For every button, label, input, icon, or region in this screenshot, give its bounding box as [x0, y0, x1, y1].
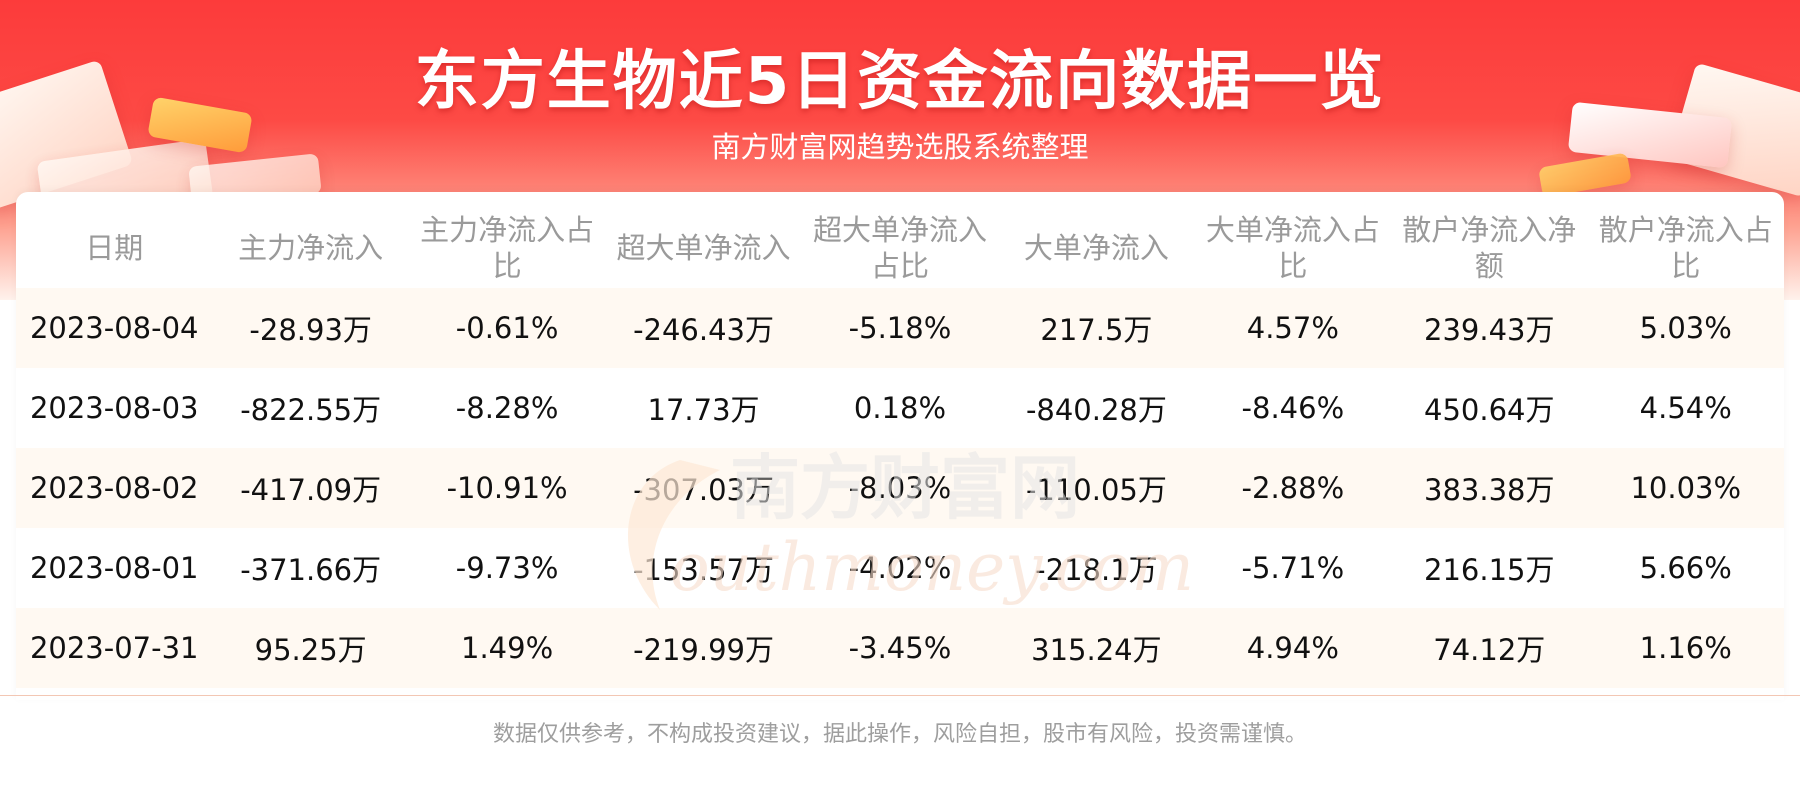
date-cell: 2023-08-02 — [29, 471, 199, 505]
value-cell: -2.88% — [1241, 471, 1345, 505]
column-header: 主力净流入 — [238, 231, 384, 265]
table-header-row: 日期 主力净流入 主力净流入占比 超大单净流入 超大单净流入占比 大单净流入 大单净流入占比… — [16, 208, 1784, 288]
column-header: 超大单净流入占比 — [812, 213, 987, 283]
value-cell: -371.66万 — [240, 553, 382, 587]
value-cell: 4.94% — [1246, 631, 1339, 665]
fund-flow-table: 日期 主力净流入 主力净流入占比 超大单净流入 超大单净流入占比 大单净流入 大单净流入占比… — [16, 208, 1784, 688]
value-cell: -8.03% — [848, 471, 952, 505]
table-row: 2023-08-04 -28.93万 -0.61% -246.43万 -5.18% 217… — [16, 288, 1784, 368]
table-row: 2023-07-31 95.25万 1.49% -219.99万 -3.45% 315.2… — [16, 608, 1784, 688]
value-cell: 315.24万 — [1031, 633, 1162, 667]
value-cell: 17.73万 — [647, 393, 760, 427]
value-cell: 1.16% — [1639, 631, 1732, 665]
footer-disclaimer: 数据仅供参考，不构成投资建议，据此操作，风险自担，股市有风险，投资需谨慎。 — [492, 722, 1307, 747]
value-cell: -840.28万 — [1025, 393, 1167, 427]
table-row: 2023-08-01 -371.66万 -9.73% -153.57万 -4.02% -2… — [16, 528, 1784, 608]
value-cell: 5.03% — [1639, 311, 1732, 345]
value-cell: -822.55万 — [240, 393, 382, 427]
value-cell: -417.09万 — [240, 473, 382, 507]
value-cell: -218.1万 — [1035, 553, 1158, 587]
page-title: 东方生物近5日资金流向数据一览 — [414, 45, 1386, 119]
value-cell: 5.66% — [1639, 551, 1732, 585]
value-cell: -10.91% — [446, 471, 568, 505]
value-cell: 217.5万 — [1040, 313, 1153, 347]
footer-divider — [0, 695, 1800, 696]
page-subtitle: 南方财富网趋势选股系统整理 — [711, 130, 1089, 164]
value-cell: -219.99万 — [633, 633, 774, 667]
value-cell: 95.25万 — [254, 633, 367, 667]
value-cell: -28.93万 — [249, 313, 372, 347]
value-cell: 1.49% — [461, 631, 554, 665]
column-header: 日期 — [85, 231, 144, 265]
value-cell: 74.12万 — [1433, 633, 1546, 667]
column-header: 大单净流入占比 — [1205, 213, 1380, 283]
value-cell: -4.02% — [848, 551, 952, 585]
value-cell: 383.38万 — [1424, 473, 1555, 507]
table-row: 2023-08-03 -822.55万 -8.28% 17.73万 0.18% -840.… — [16, 368, 1784, 448]
value-cell: 10.03% — [1630, 471, 1742, 505]
value-cell: -153.57万 — [633, 553, 774, 587]
column-header: 大单净流入 — [1023, 231, 1169, 265]
value-cell: -5.18% — [848, 311, 952, 345]
date-cell: 2023-08-01 — [29, 551, 199, 585]
value-cell: -307.03万 — [633, 473, 774, 507]
value-cell: -3.45% — [848, 631, 952, 665]
value-cell: 450.64万 — [1424, 393, 1555, 427]
value-cell: 0.18% — [853, 391, 947, 425]
value-cell: -8.46% — [1241, 391, 1345, 425]
value-cell: 239.43万 — [1424, 313, 1555, 347]
value-cell: -5.71% — [1241, 551, 1345, 585]
date-cell: 2023-08-03 — [29, 391, 199, 425]
table-body: 2023-08-04 -28.93万 -0.61% -246.43万 -5.18% 217… — [16, 288, 1784, 688]
value-cell: 216.15万 — [1424, 553, 1555, 587]
date-cell: 2023-07-31 — [29, 631, 199, 665]
value-cell: -0.61% — [455, 311, 559, 345]
date-cell: 2023-08-04 — [29, 311, 199, 345]
value-cell: 4.57% — [1246, 311, 1339, 345]
value-cell: -110.05万 — [1025, 473, 1167, 507]
column-header: 主力净流入占比 — [420, 213, 595, 283]
column-header: 超大单净流入 — [616, 231, 791, 265]
column-header: 散户净流入净额 — [1402, 213, 1577, 283]
table-row: 2023-08-02 -417.09万 -10.91% -307.03万 -8.03% -… — [16, 448, 1784, 528]
value-cell: -8.28% — [455, 391, 559, 425]
value-cell: 4.54% — [1639, 391, 1732, 425]
data-table-card: 日期 主力净流入 主力净流入占比 超大单净流入 超大单净流入占比 大单净流入 大单净流入占比… — [16, 192, 1784, 700]
column-header: 散户净流入占比 — [1598, 213, 1773, 283]
value-cell: -246.43万 — [633, 313, 774, 347]
value-cell: -9.73% — [455, 551, 559, 585]
